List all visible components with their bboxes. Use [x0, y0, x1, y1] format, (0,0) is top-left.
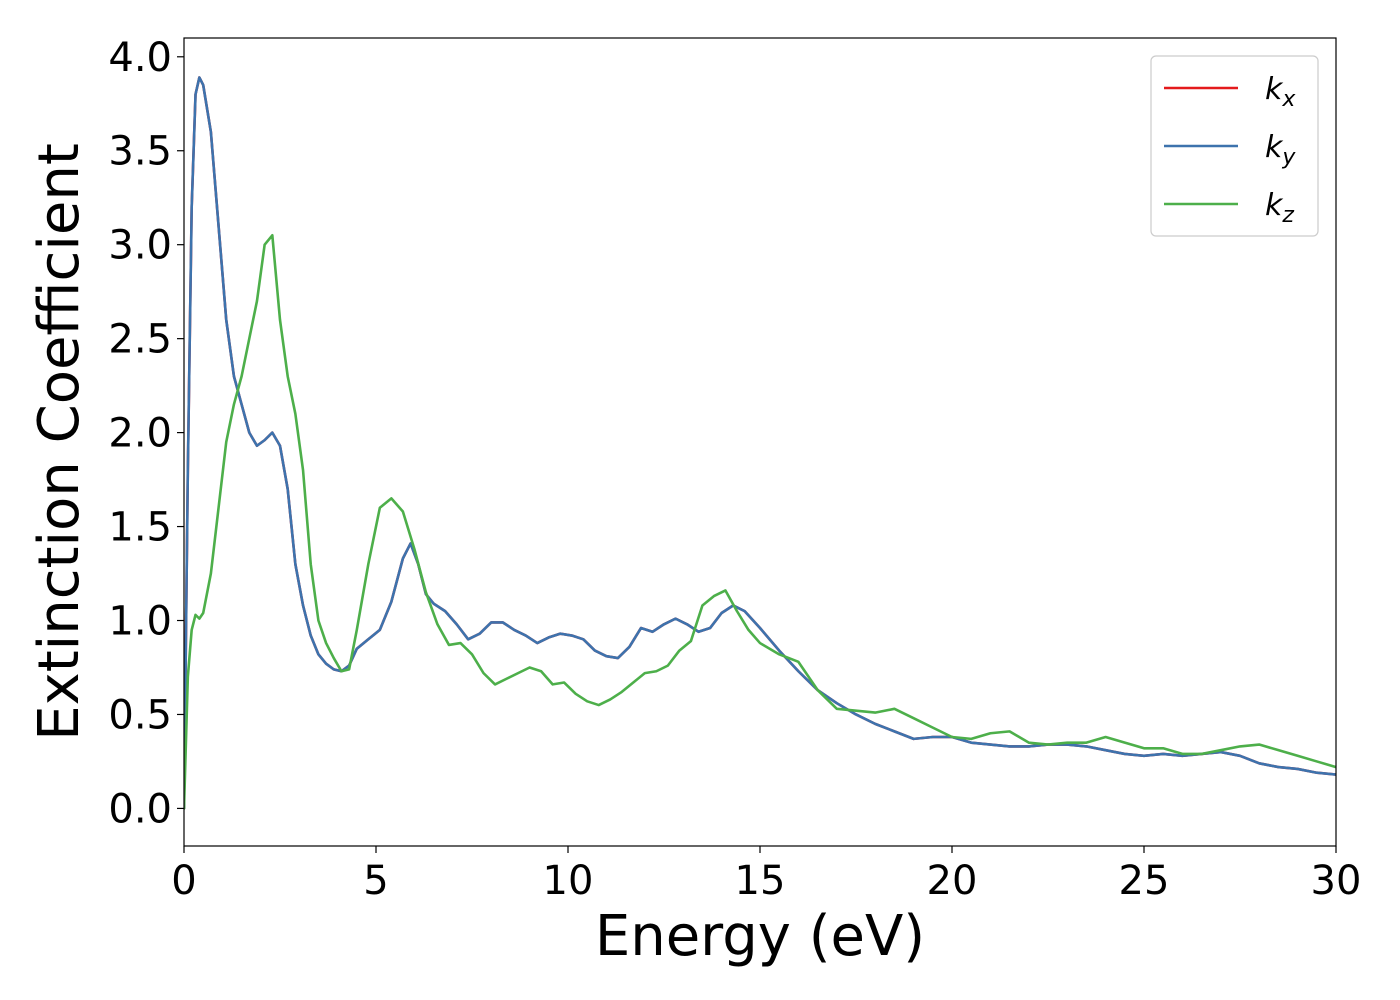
x-tick-label: 0: [171, 858, 196, 904]
y-axis-label: Extinction Coefficient: [27, 143, 92, 741]
series-line-z: [184, 234, 1336, 810]
x-tick-label: 20: [927, 858, 978, 904]
x-axis-label: Energy (eV): [595, 904, 925, 969]
x-tick-label: 5: [363, 858, 388, 904]
y-tick-label: 0.5: [108, 692, 172, 738]
y-tick-label: 3.5: [108, 129, 172, 175]
x-tick-label: 10: [543, 858, 594, 904]
y-tick-label: 2.0: [108, 411, 172, 457]
x-tick-label: 25: [1119, 858, 1170, 904]
y-tick-label: 1.5: [108, 505, 172, 551]
y-tick-label: 3.0: [108, 223, 172, 269]
y-tick-label: 4.0: [108, 35, 172, 81]
legend-label-y: ky: [1265, 130, 1296, 170]
legend-label-z: kz: [1265, 188, 1294, 228]
x-tick-label: 15: [735, 858, 786, 904]
y-tick-label: 2.5: [108, 317, 172, 363]
legend-items: kx ky kz: [1164, 72, 1296, 228]
legend: kx ky kz: [1150, 55, 1319, 237]
plot-area: [184, 76, 1336, 810]
y-tick-label: 1.0: [108, 599, 172, 645]
x-tick-label: 30: [1311, 858, 1362, 904]
legend-label-x: kx: [1265, 72, 1296, 112]
y-tick-label: 0.0: [108, 786, 172, 832]
axis-ticks: 0 5 10 15 20 25 30 0.0 0.5 1.0 1.5 2.0 2.5 3.0 3.5 4.0: [108, 35, 1361, 904]
